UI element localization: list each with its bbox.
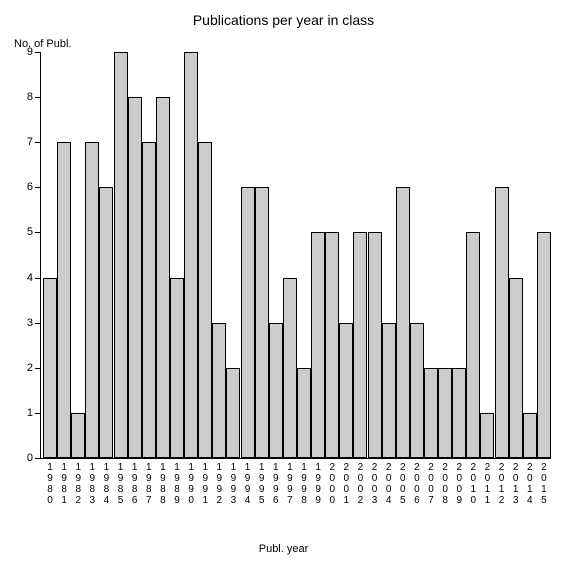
x-tick-label: 2 0 0 3 [371,462,379,506]
x-tick-label: 1 9 9 7 [286,462,294,506]
bar [410,323,424,458]
x-tick-label: 2 0 0 7 [427,462,435,506]
x-tick-label: 2 0 1 5 [540,462,548,506]
bar [226,368,240,458]
bar [198,142,212,458]
bar [325,232,339,458]
x-tick-label: 1 9 8 6 [131,462,139,506]
bar [368,232,382,458]
bar [156,97,170,458]
y-tick-label: 5 [27,226,33,238]
bar [43,278,57,458]
bar [114,52,128,458]
y-tick-label: 9 [27,46,33,58]
bar [396,187,410,458]
x-tick-label: 1 9 8 1 [60,462,68,506]
bar [424,368,438,458]
x-tick-label: 2 0 0 8 [441,462,449,506]
x-tick-label: 1 9 8 7 [145,462,153,506]
bar [466,232,480,458]
chart-title: Publications per year in class [0,12,567,28]
x-tick-label: 2 0 1 4 [526,462,534,506]
x-tick-label: 2 0 0 2 [356,462,364,506]
x-tick-label: 2 0 0 4 [385,462,393,506]
x-tick-label: 1 9 9 1 [201,462,209,506]
y-tick [35,278,41,279]
bar [480,413,494,458]
x-tick-label: 2 0 0 5 [399,462,407,506]
bar [311,232,325,458]
x-tick-label: 1 9 9 4 [244,462,252,506]
x-tick-label: 1 9 8 2 [74,462,82,506]
bar [353,232,367,458]
x-tick-label: 1 9 9 5 [258,462,266,506]
bar [523,413,537,458]
x-tick-label: 1 9 9 2 [215,462,223,506]
x-tick-label: 1 9 8 8 [159,462,167,506]
x-tick-label: 1 9 8 3 [88,462,96,506]
x-tick-label: 2 0 0 6 [413,462,421,506]
bar [452,368,466,458]
x-tick-label: 2 0 1 0 [469,462,477,506]
bars-group [41,52,551,458]
y-tick-label: 1 [27,407,33,419]
bar [509,278,523,458]
bar [99,187,113,458]
x-tick-label: 1 9 8 0 [46,462,54,506]
y-tick [35,142,41,143]
y-tick-label: 4 [27,272,33,284]
y-tick [35,413,41,414]
x-tick-label: 2 0 0 1 [342,462,350,506]
x-tick-label: 1 9 9 9 [314,462,322,506]
x-tick-label: 2 0 0 0 [328,462,336,506]
y-tick [35,368,41,369]
bar [212,323,226,458]
x-tick-label: 2 0 1 2 [498,462,506,506]
bar [241,187,255,458]
bar [495,187,509,458]
bar [283,278,297,458]
bar [170,278,184,458]
x-tick-label: 1 9 8 5 [117,462,125,506]
bar [537,232,551,458]
x-tick-label: 1 9 9 6 [272,462,280,506]
x-tick-label: 2 0 1 3 [512,462,520,506]
y-tick-label: 8 [27,91,33,103]
chart-container: Publications per year in class No. of Pu… [0,0,567,567]
y-tick-label: 0 [27,452,33,464]
y-tick [35,97,41,98]
bar [297,368,311,458]
bar [71,413,85,458]
plot-area: 01234567891 9 8 01 9 8 11 9 8 21 9 8 31 … [40,52,551,459]
y-tick [35,52,41,53]
bar [255,187,269,458]
x-tick-label: 1 9 8 4 [102,462,110,506]
y-tick-label: 3 [27,317,33,329]
bar [438,368,452,458]
x-tick-label: 1 9 8 9 [173,462,181,506]
x-tick-label: 1 9 9 0 [187,462,195,506]
x-tick-label: 1 9 9 8 [300,462,308,506]
bar [184,52,198,458]
bar [142,142,156,458]
y-tick [35,458,41,459]
y-tick [35,232,41,233]
y-tick-label: 7 [27,136,33,148]
x-tick-label: 1 9 9 3 [229,462,237,506]
bar [382,323,396,458]
bar [269,323,283,458]
bar [339,323,353,458]
y-tick [35,187,41,188]
y-tick-label: 6 [27,181,33,193]
bar [57,142,71,458]
x-tick-label: 2 0 0 9 [455,462,463,506]
x-tick-label: 2 0 1 1 [483,462,491,506]
y-tick-label: 2 [27,362,33,374]
bar [128,97,142,458]
x-axis-title: Publ. year [0,543,567,555]
bar [85,142,99,458]
y-tick [35,323,41,324]
y-axis-title: No. of Publ. [14,38,71,50]
